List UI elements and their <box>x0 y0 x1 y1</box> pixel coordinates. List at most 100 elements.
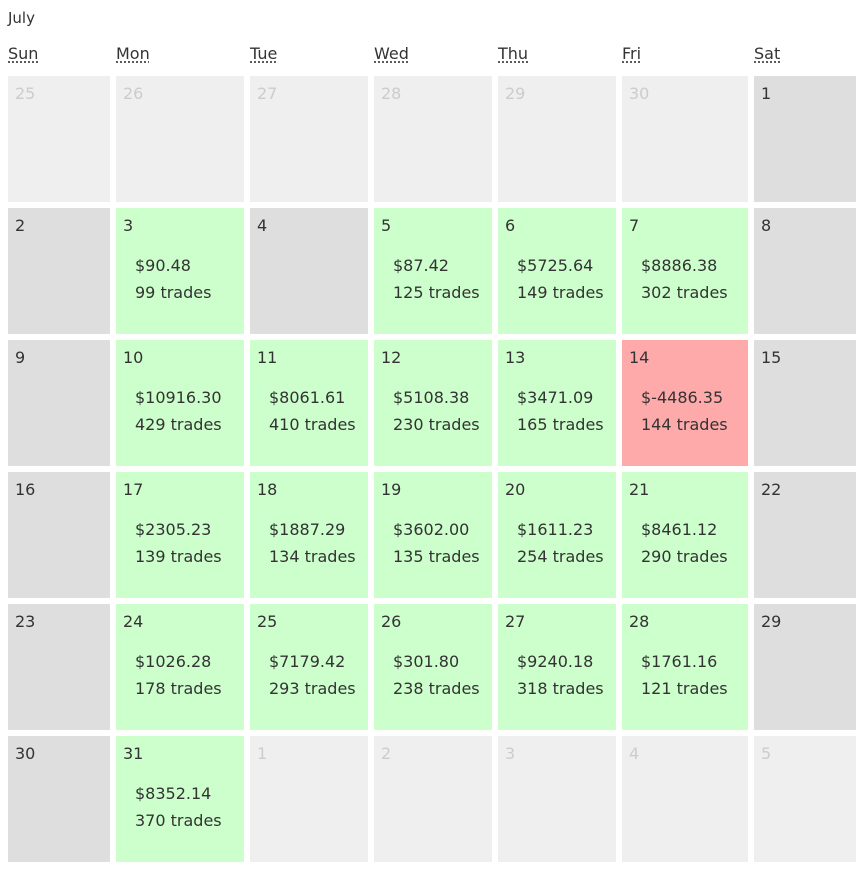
trade-count: 125 trades <box>393 283 480 302</box>
day-cell[interactable]: 7 $8886.38 302 trades <box>622 208 748 334</box>
day-cell[interactable]: 25 <box>8 76 110 202</box>
profit-loss: $8061.61 <box>269 388 346 407</box>
day-number: 6 <box>505 216 516 235</box>
day-number: 30 <box>15 744 36 763</box>
day-cell[interactable]: 16 <box>8 472 110 598</box>
day-cell[interactable]: 26 $301.80 238 trades <box>374 604 492 730</box>
day-number: 27 <box>257 84 278 103</box>
day-cell[interactable]: 14 $-4486.35 144 trades <box>622 340 748 466</box>
day-cell[interactable]: 28 <box>374 76 492 202</box>
day-cell[interactable]: 27 <box>250 76 368 202</box>
day-cell[interactable]: 21 $8461.12 290 trades <box>622 472 748 598</box>
weekday-label: Tue <box>250 44 278 63</box>
trade-count: 178 trades <box>135 679 222 698</box>
day-cell[interactable]: 27 $9240.18 318 trades <box>498 604 616 730</box>
day-cell[interactable]: 25 $7179.42 293 trades <box>250 604 368 730</box>
trade-count: 254 trades <box>517 547 604 566</box>
day-number: 3 <box>123 216 134 235</box>
trade-count: 230 trades <box>393 415 480 434</box>
day-cell[interactable]: 12 $5108.38 230 trades <box>374 340 492 466</box>
day-cell[interactable]: 9 <box>8 340 110 466</box>
day-number: 28 <box>629 612 650 631</box>
day-number: 12 <box>381 348 402 367</box>
day-cell[interactable]: 30 <box>8 736 110 862</box>
day-number: 18 <box>257 480 278 499</box>
day-cell[interactable]: 31 $8352.14 370 trades <box>116 736 244 862</box>
weekday-label: Sun <box>8 44 39 63</box>
day-cell[interactable]: 5 <box>754 736 856 862</box>
day-cell[interactable]: 28 $1761.16 121 trades <box>622 604 748 730</box>
profit-loss: $3471.09 <box>517 388 594 407</box>
day-number: 26 <box>381 612 402 631</box>
day-cell[interactable]: 10 $10916.30 429 trades <box>116 340 244 466</box>
day-number: 24 <box>123 612 144 631</box>
day-number: 22 <box>761 480 782 499</box>
profit-loss: $8352.14 <box>135 784 212 803</box>
day-cell[interactable]: 1 <box>754 76 856 202</box>
day-number: 15 <box>761 348 782 367</box>
day-number: 25 <box>257 612 278 631</box>
day-cell[interactable]: 1 <box>250 736 368 862</box>
day-cell[interactable]: 23 <box>8 604 110 730</box>
weekday-label: Thu <box>498 44 529 63</box>
day-number: 13 <box>505 348 526 367</box>
profit-loss: $90.48 <box>135 256 191 275</box>
day-number: 1 <box>761 84 772 103</box>
profit-loss: $8886.38 <box>641 256 718 275</box>
day-cell[interactable]: 29 <box>754 604 856 730</box>
trade-count: 139 trades <box>135 547 222 566</box>
day-number: 28 <box>381 84 402 103</box>
trade-count: 370 trades <box>135 811 222 830</box>
profit-loss: $8461.12 <box>641 520 718 539</box>
day-number: 11 <box>257 348 278 367</box>
profit-loss: $10916.30 <box>135 388 222 407</box>
weekday-header: Sun Mon Tue Wed Thu Fri Sat <box>8 44 856 63</box>
profit-loss: $1887.29 <box>269 520 346 539</box>
profit-loss: $3602.00 <box>393 520 470 539</box>
day-cell[interactable]: 8 <box>754 208 856 334</box>
calendar-grid: 25 26 27 28 29 30 1 2 3 $90.48 99 trades 4 5 $87.42 12… <box>8 76 856 862</box>
day-number: 3 <box>505 744 516 763</box>
weekday-label: Mon <box>116 44 150 63</box>
day-number: 30 <box>629 84 650 103</box>
day-cell[interactable]: 13 $3471.09 165 trades <box>498 340 616 466</box>
day-cell[interactable]: 11 $8061.61 410 trades <box>250 340 368 466</box>
trade-count: 318 trades <box>517 679 604 698</box>
day-cell[interactable]: 4 <box>622 736 748 862</box>
day-cell[interactable]: 6 $5725.64 149 trades <box>498 208 616 334</box>
day-cell[interactable]: 2 <box>374 736 492 862</box>
day-number: 5 <box>761 744 772 763</box>
trade-count: 144 trades <box>641 415 728 434</box>
day-cell[interactable]: 15 <box>754 340 856 466</box>
trade-count: 134 trades <box>269 547 356 566</box>
day-number: 5 <box>381 216 392 235</box>
day-number: 14 <box>629 348 650 367</box>
day-cell[interactable]: 22 <box>754 472 856 598</box>
day-number: 27 <box>505 612 526 631</box>
day-number: 10 <box>123 348 144 367</box>
day-number: 9 <box>15 348 26 367</box>
trade-count: 121 trades <box>641 679 728 698</box>
day-cell[interactable]: 30 <box>622 76 748 202</box>
day-number: 26 <box>123 84 144 103</box>
trade-count: 99 trades <box>135 283 212 302</box>
day-cell[interactable]: 20 $1611.23 254 trades <box>498 472 616 598</box>
day-number: 20 <box>505 480 526 499</box>
day-cell[interactable]: 17 $2305.23 139 trades <box>116 472 244 598</box>
day-cell[interactable]: 3 $90.48 99 trades <box>116 208 244 334</box>
day-number: 2 <box>15 216 26 235</box>
day-cell[interactable]: 3 <box>498 736 616 862</box>
day-cell[interactable]: 24 $1026.28 178 trades <box>116 604 244 730</box>
trade-count: 149 trades <box>517 283 604 302</box>
day-cell[interactable]: 2 <box>8 208 110 334</box>
day-cell[interactable]: 19 $3602.00 135 trades <box>374 472 492 598</box>
day-cell[interactable]: 26 <box>116 76 244 202</box>
profit-loss: $7179.42 <box>269 652 346 671</box>
day-number: 29 <box>761 612 782 631</box>
day-cell[interactable]: 18 $1887.29 134 trades <box>250 472 368 598</box>
day-cell[interactable]: 4 <box>250 208 368 334</box>
day-cell[interactable]: 5 $87.42 125 trades <box>374 208 492 334</box>
profit-loss: $87.42 <box>393 256 449 275</box>
day-cell[interactable]: 29 <box>498 76 616 202</box>
